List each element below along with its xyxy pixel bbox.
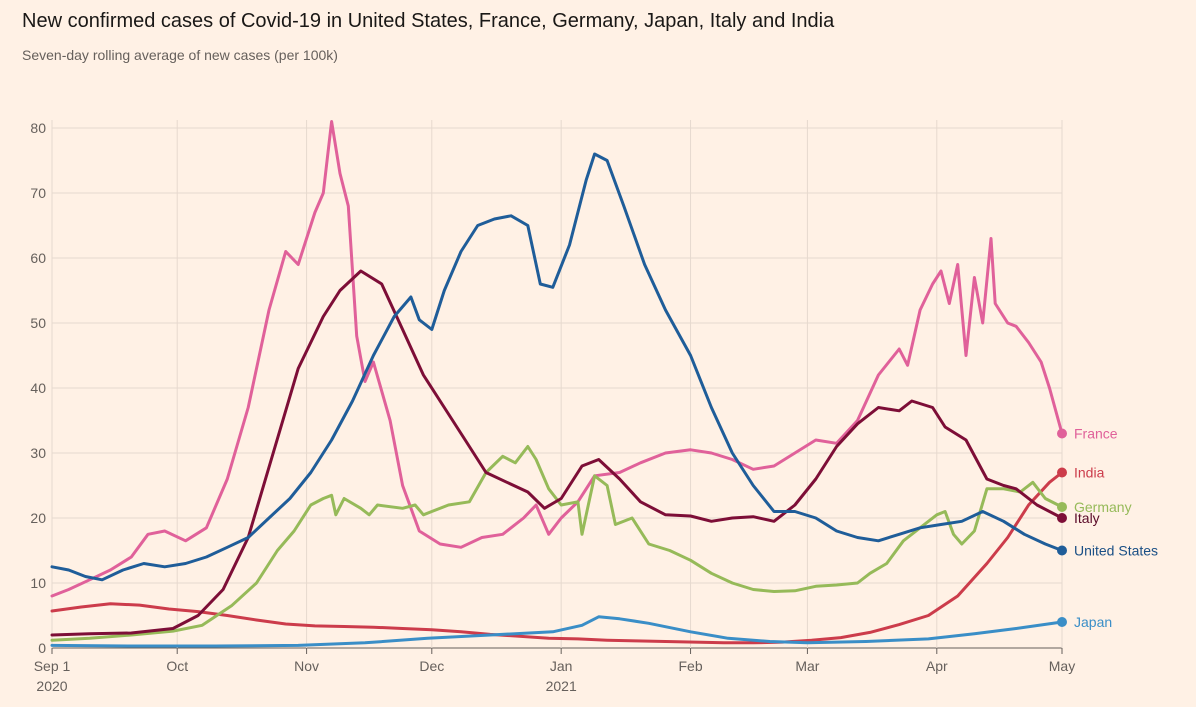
series-line-japan bbox=[50, 615, 1064, 648]
series-line-italy bbox=[50, 269, 1064, 637]
legend-label-japan: Japan bbox=[1074, 614, 1112, 630]
x-tick-label: Dec bbox=[419, 658, 444, 674]
series-line-germany bbox=[50, 445, 1064, 642]
legend-label-germany: Germany bbox=[1074, 499, 1132, 515]
series-end-marker-united-states bbox=[1057, 545, 1067, 556]
x-tick-label: Feb bbox=[678, 658, 702, 674]
x-tick-label: Sep 1 bbox=[34, 658, 71, 674]
x-tick-year-label: 2021 bbox=[546, 678, 577, 694]
x-tick-year-label: 2020 bbox=[36, 678, 67, 694]
series-end-marker-france bbox=[1057, 428, 1067, 439]
x-tick-label: Nov bbox=[294, 658, 319, 674]
y-tick-label: 10 bbox=[30, 575, 46, 591]
legend-label-italy: Italy bbox=[1074, 510, 1100, 526]
x-tick-label: Apr bbox=[926, 658, 948, 674]
y-tick-label: 60 bbox=[30, 250, 46, 266]
x-tick-label: May bbox=[1049, 658, 1075, 674]
series-line-france bbox=[50, 120, 1064, 598]
y-tick-label: 50 bbox=[30, 315, 46, 331]
x-tick-label: Mar bbox=[795, 658, 819, 674]
legend-label-united-states: United States bbox=[1074, 543, 1158, 559]
y-tick-label: 30 bbox=[30, 445, 46, 461]
y-tick-label: 70 bbox=[30, 185, 46, 201]
y-tick-label: 80 bbox=[30, 120, 46, 136]
y-tick-label: 20 bbox=[30, 510, 46, 526]
series-end-marker-japan bbox=[1057, 617, 1067, 627]
legend-label-france: France bbox=[1074, 426, 1118, 442]
series-end-marker-germany bbox=[1057, 501, 1067, 512]
legend-label-india: India bbox=[1074, 465, 1105, 481]
series-line-india bbox=[50, 471, 1064, 645]
series-line-united-states bbox=[50, 152, 1064, 582]
series-end-marker-italy bbox=[1057, 513, 1067, 523]
chart-subtitle: Seven-day rolling average of new cases (… bbox=[22, 47, 338, 63]
chart-title: New confirmed cases of Covid-19 in Unite… bbox=[22, 10, 835, 32]
series-end-marker-india bbox=[1057, 467, 1067, 478]
x-tick-label: Oct bbox=[166, 658, 188, 674]
y-tick-label: 40 bbox=[30, 380, 46, 396]
y-tick-label: 0 bbox=[38, 640, 46, 656]
x-tick-label: Jan bbox=[550, 658, 573, 674]
